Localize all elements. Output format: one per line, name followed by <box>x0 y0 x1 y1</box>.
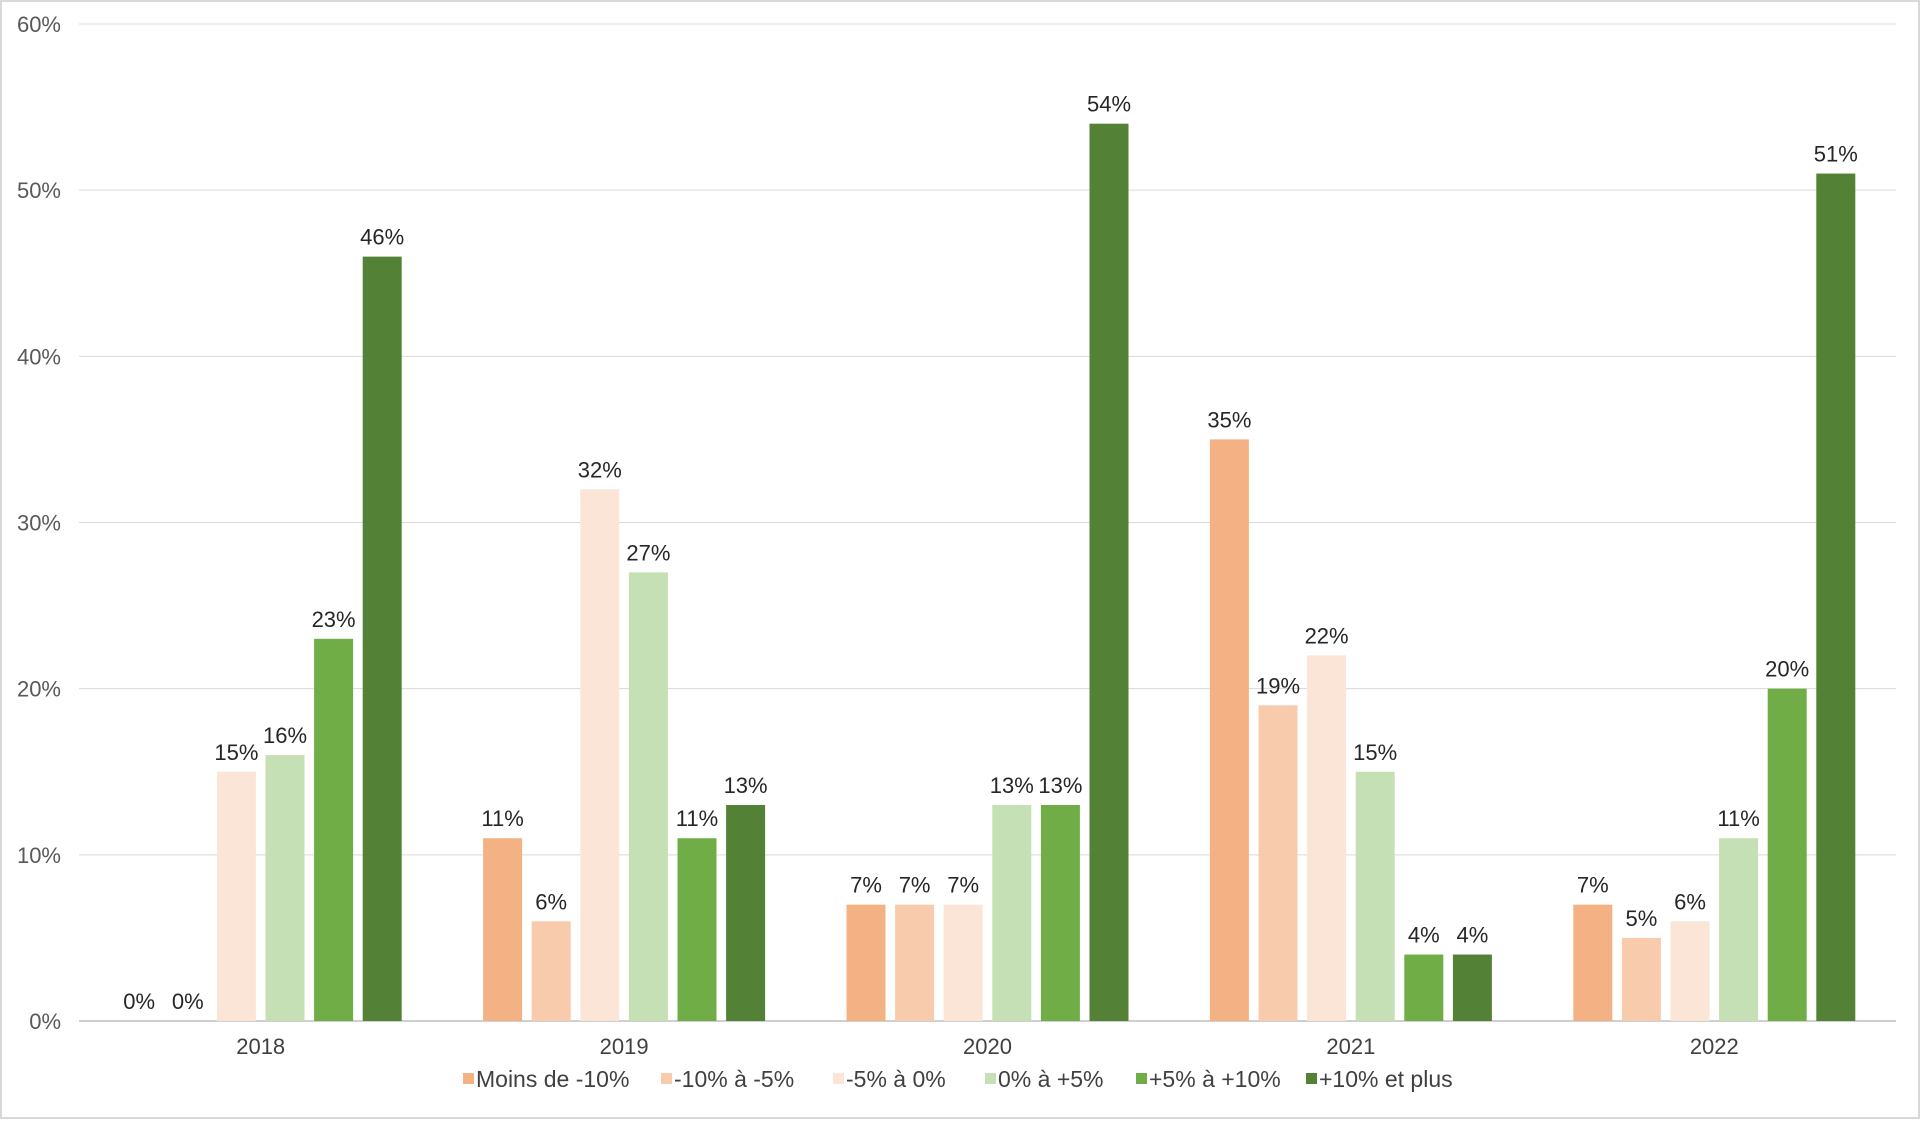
x-category-label: 2022 <box>1690 1034 1739 1059</box>
y-tick-label: 60% <box>17 12 61 37</box>
data-label: 7% <box>947 873 979 898</box>
data-label: 7% <box>1577 873 1609 898</box>
data-label: 15% <box>1353 740 1397 765</box>
legend-swatch <box>661 1073 672 1084</box>
y-tick-label: 10% <box>17 843 61 868</box>
data-label: 11% <box>1717 806 1759 831</box>
data-labels: 0% 0%15%16%23%46%11%6%32%27%11%13%7% 7% 7%1… <box>123 92 1858 1014</box>
bar <box>1307 655 1347 1021</box>
bar <box>895 904 935 1021</box>
bar <box>314 638 354 1021</box>
data-label: 7% <box>899 873 931 898</box>
legend-label: -10% à -5% <box>674 1066 794 1092</box>
y-tick-label: 0% <box>29 1009 61 1034</box>
data-label: 0% <box>123 989 155 1014</box>
data-label: 15% <box>214 740 258 765</box>
bar <box>1767 688 1807 1021</box>
bar <box>216 771 256 1021</box>
data-label: 6% <box>1674 889 1706 914</box>
legend: Moins de -10% -10% à -5% -5% à 0% 0% à +5% +… <box>463 1066 1453 1092</box>
bar <box>531 921 571 1021</box>
data-label: 6% <box>535 889 567 914</box>
bar <box>580 489 620 1021</box>
bar <box>846 904 886 1021</box>
x-category-label: 2019 <box>600 1034 649 1059</box>
bar <box>1452 954 1492 1021</box>
data-label: 32% <box>578 457 622 482</box>
data-label: 23% <box>312 607 356 632</box>
bar <box>992 804 1032 1021</box>
bar <box>1355 771 1395 1021</box>
x-category-label: 2020 <box>963 1034 1012 1059</box>
bar <box>1670 921 1710 1021</box>
legend-swatch <box>985 1073 996 1084</box>
bar <box>1719 838 1759 1021</box>
bar <box>677 838 717 1021</box>
data-label: 54% <box>1087 92 1131 117</box>
data-label: 51% <box>1814 142 1858 167</box>
data-label: 11% <box>676 806 718 831</box>
x-category-label: 2021 <box>1326 1034 1375 1059</box>
data-label: 13% <box>724 773 768 798</box>
x-category-label: 2018 <box>236 1034 285 1059</box>
legend-label: +5% à +10% <box>1149 1066 1281 1092</box>
legend-label: -5% à 0% <box>846 1066 946 1092</box>
y-axis-ticks: 0% 10% 20% 30% 40% 50% 60% <box>17 12 61 1034</box>
bar <box>1209 439 1249 1022</box>
bar <box>1573 904 1613 1021</box>
x-axis-categories: 2018 2019 2020 2021 2022 <box>236 1034 1739 1059</box>
legend-label: +10% et plus <box>1319 1066 1453 1092</box>
legend-label: 0% à +5% <box>998 1066 1104 1092</box>
legend-swatch <box>833 1073 844 1084</box>
bar <box>483 838 523 1021</box>
data-label: 4% <box>1408 923 1440 948</box>
data-label: 27% <box>626 540 670 565</box>
data-label: 16% <box>263 723 307 748</box>
data-label: 19% <box>1256 673 1300 698</box>
data-label: 20% <box>1765 657 1809 682</box>
bar <box>1816 173 1856 1022</box>
data-label: 5% <box>1626 906 1658 931</box>
data-label: 13% <box>990 773 1034 798</box>
data-label: 11% <box>481 806 523 831</box>
data-label: 22% <box>1305 623 1349 648</box>
legend-swatch <box>1306 1073 1317 1084</box>
data-label: 46% <box>360 225 404 250</box>
bar <box>726 804 766 1021</box>
bar <box>265 755 305 1021</box>
data-label: 35% <box>1207 407 1251 432</box>
bar <box>1258 705 1298 1021</box>
data-label: 13% <box>1038 773 1082 798</box>
bar <box>628 572 668 1021</box>
data-label: 4% <box>1457 923 1489 948</box>
data-label: 0% <box>172 989 204 1014</box>
bar <box>1089 123 1129 1021</box>
y-tick-label: 50% <box>17 178 61 203</box>
bar <box>1040 804 1080 1021</box>
y-tick-label: 20% <box>17 677 61 702</box>
bar <box>943 904 983 1021</box>
bars <box>216 123 1856 1022</box>
legend-swatch <box>1136 1073 1147 1084</box>
legend-swatch <box>463 1073 474 1084</box>
legend-label: Moins de -10% <box>476 1066 629 1092</box>
y-tick-label: 30% <box>17 511 61 536</box>
bar <box>362 256 402 1022</box>
bar <box>1621 937 1661 1021</box>
bar <box>1404 954 1444 1021</box>
data-label: 7% <box>850 873 882 898</box>
y-tick-label: 40% <box>17 344 61 369</box>
